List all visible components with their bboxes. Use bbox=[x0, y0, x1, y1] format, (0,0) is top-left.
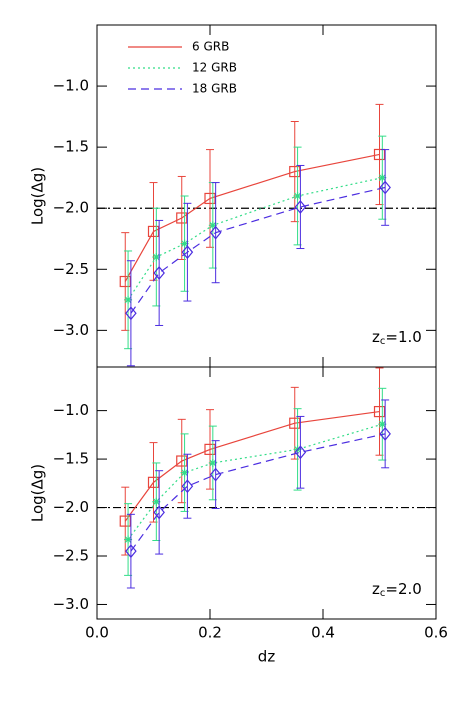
series-line bbox=[127, 423, 383, 540]
marker bbox=[125, 544, 137, 559]
marker bbox=[124, 535, 133, 544]
error-bar bbox=[381, 149, 390, 226]
legend-label: 6 GRB bbox=[192, 40, 229, 54]
error-bar bbox=[296, 415, 305, 489]
y-tick-label: −3.0 bbox=[53, 321, 89, 339]
marker bbox=[204, 192, 216, 205]
marker bbox=[153, 266, 165, 280]
series-line bbox=[124, 410, 380, 522]
x-tick-label: 0.6 bbox=[424, 624, 448, 642]
y-tick-label: −2.5 bbox=[53, 547, 89, 565]
legend-label: 18 GRB bbox=[192, 82, 237, 96]
annotation-text: =2.0 bbox=[385, 580, 421, 598]
annotation: zc=2.0 bbox=[372, 580, 422, 600]
error-bar bbox=[211, 440, 220, 510]
marker bbox=[180, 468, 189, 477]
series-line bbox=[124, 153, 380, 282]
series-line bbox=[130, 433, 386, 552]
marker bbox=[373, 148, 386, 161]
x-tick-label: 0.0 bbox=[85, 624, 109, 642]
marker bbox=[373, 405, 386, 418]
error-bar bbox=[183, 202, 192, 302]
marker bbox=[293, 192, 302, 200]
x-tick-label: 0.2 bbox=[198, 624, 222, 642]
error-bar bbox=[155, 219, 164, 326]
marker bbox=[181, 245, 194, 260]
marker bbox=[152, 253, 161, 262]
error-bar bbox=[183, 453, 192, 519]
marker bbox=[379, 180, 391, 195]
marker bbox=[180, 239, 189, 248]
error-bar bbox=[155, 470, 164, 555]
marker bbox=[379, 426, 391, 441]
x-tick-label: 0.4 bbox=[311, 624, 335, 642]
y-tick-label: −1.5 bbox=[53, 450, 89, 468]
marker bbox=[181, 479, 194, 494]
marker bbox=[378, 173, 387, 182]
marker bbox=[289, 417, 301, 429]
marker bbox=[176, 455, 188, 467]
error-bar bbox=[381, 399, 390, 469]
marker bbox=[294, 200, 307, 214]
marker bbox=[208, 458, 217, 467]
marker bbox=[119, 275, 131, 288]
y-tick-label: −1.0 bbox=[53, 77, 89, 95]
marker bbox=[294, 445, 307, 460]
annotation-subscript: c bbox=[380, 588, 386, 599]
marker bbox=[147, 476, 160, 488]
annotation-subscript: c bbox=[380, 336, 386, 347]
marker bbox=[378, 420, 387, 429]
marker bbox=[208, 221, 217, 230]
y-axis-label: Log(Δg) bbox=[29, 167, 47, 225]
y-tick-label: −2.0 bbox=[53, 199, 89, 217]
plot-frame bbox=[96, 366, 437, 620]
error-bar bbox=[126, 513, 135, 589]
y-tick-label: −2.0 bbox=[53, 498, 89, 516]
error-bar bbox=[296, 164, 305, 250]
marker bbox=[125, 306, 137, 321]
error-bar bbox=[211, 182, 220, 284]
y-tick-label: −2.5 bbox=[53, 260, 89, 278]
annotation-text: =1.0 bbox=[385, 328, 421, 346]
series-line bbox=[127, 177, 383, 301]
marker bbox=[209, 225, 222, 240]
marker bbox=[124, 295, 133, 304]
marker bbox=[119, 515, 131, 527]
y-axis-label: Log(Δg) bbox=[29, 464, 47, 522]
marker bbox=[152, 497, 161, 506]
marker bbox=[209, 467, 222, 482]
series-line bbox=[130, 186, 386, 314]
marker bbox=[289, 165, 301, 178]
marker bbox=[204, 443, 216, 455]
legend-label: 12 GRB bbox=[192, 61, 237, 75]
marker bbox=[176, 212, 188, 224]
marker bbox=[147, 225, 160, 238]
y-tick-label: −1.0 bbox=[53, 401, 89, 419]
y-tick-label: −1.5 bbox=[53, 138, 89, 156]
annotation: zc=1.0 bbox=[372, 328, 422, 348]
x-axis-label: dz bbox=[258, 648, 276, 666]
y-tick-label: −3.0 bbox=[53, 595, 89, 613]
annotation-base: z bbox=[372, 580, 380, 598]
marker bbox=[153, 505, 165, 520]
error-bar bbox=[126, 260, 135, 367]
annotation-base: z bbox=[372, 328, 380, 346]
